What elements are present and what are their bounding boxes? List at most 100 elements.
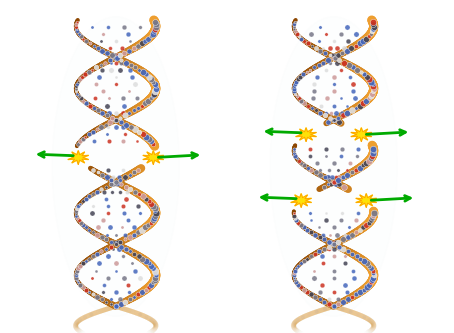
Point (135, 203, 142, 208)
Point (72, 210, 79, 216)
Point (82, 287, 89, 292)
Point (126, 67, 133, 72)
Point (90, 167, 97, 173)
Point (121, 306, 128, 312)
Point (112, 232, 119, 237)
Point (330, 89, 337, 94)
Point (112, 110, 119, 116)
Point (79, 98, 87, 104)
Point (312, 170, 319, 175)
Point (344, 296, 351, 302)
Point (356, 165, 364, 170)
Point (104, 103, 111, 108)
Point (149, 280, 157, 285)
Point (82, 134, 89, 139)
Point (91, 139, 98, 144)
Point (127, 38, 134, 44)
Point (145, 136, 153, 142)
Point (125, 89, 133, 94)
Point (112, 268, 119, 273)
Point (99, 289, 106, 295)
Point (127, 62, 134, 68)
Point (103, 232, 110, 237)
Point (74, 79, 82, 84)
Point (340, 60, 348, 65)
Point (312, 108, 319, 113)
Point (98, 67, 105, 72)
Point (104, 253, 112, 259)
Point (295, 34, 302, 39)
Point (330, 179, 337, 185)
Point (107, 60, 114, 65)
Point (332, 53, 339, 58)
Point (110, 53, 118, 58)
Point (91, 96, 99, 101)
Point (135, 292, 142, 297)
Point (290, 148, 297, 154)
Point (119, 110, 126, 116)
Point (340, 184, 347, 189)
Point (117, 296, 124, 302)
Point (74, 91, 81, 96)
Point (105, 110, 113, 116)
Point (330, 53, 337, 58)
Point (112, 239, 119, 244)
Point (335, 301, 342, 307)
Point (335, 296, 342, 302)
Point (74, 215, 81, 220)
Point (85, 132, 93, 137)
Point (326, 167, 333, 173)
Point (77, 139, 84, 144)
Point (367, 328, 374, 333)
Point (102, 184, 109, 189)
Point (151, 29, 158, 34)
Point (121, 113, 128, 118)
Point (347, 309, 354, 314)
Point (291, 151, 298, 156)
Point (338, 146, 345, 151)
Point (134, 105, 142, 111)
Point (315, 62, 322, 68)
Point (290, 86, 297, 92)
Point (73, 89, 80, 94)
Point (323, 218, 330, 223)
Point (103, 113, 110, 118)
Point (73, 213, 80, 218)
Point (137, 312, 144, 317)
Point (297, 160, 305, 166)
Point (93, 81, 100, 87)
Point (152, 26, 159, 32)
Point (352, 31, 360, 37)
Point (370, 146, 377, 151)
Point (321, 246, 328, 252)
Point (151, 81, 158, 87)
Point (138, 227, 146, 232)
Point (353, 253, 360, 259)
Point (339, 113, 346, 118)
Point (124, 282, 131, 287)
Point (321, 306, 329, 312)
Point (321, 113, 328, 118)
Point (334, 60, 341, 65)
Point (136, 24, 143, 29)
Point (349, 251, 356, 256)
Point (336, 182, 343, 187)
Point (363, 74, 370, 80)
Point (322, 67, 330, 72)
Point (313, 74, 321, 80)
Point (356, 103, 363, 108)
Point (318, 282, 326, 287)
Point (116, 189, 123, 194)
Point (143, 314, 150, 320)
Point (290, 273, 297, 278)
Point (345, 38, 352, 44)
Point (325, 58, 332, 63)
Point (330, 304, 337, 309)
Point (103, 132, 110, 137)
Point (356, 289, 364, 295)
Point (107, 58, 114, 63)
Point (369, 325, 376, 331)
Point (100, 282, 108, 287)
Point (297, 98, 305, 104)
Point (74, 277, 81, 283)
